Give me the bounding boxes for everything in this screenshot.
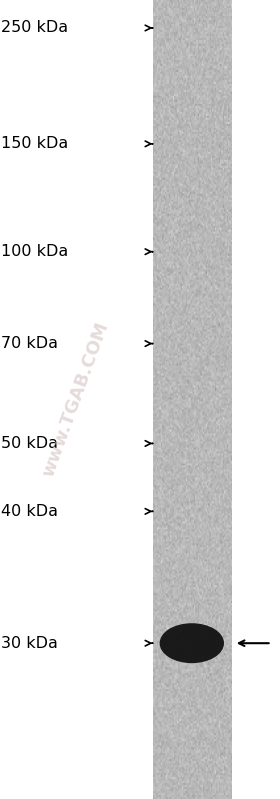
Text: 150 kDa: 150 kDa xyxy=(1,137,69,151)
Text: 50 kDa: 50 kDa xyxy=(1,436,59,451)
Text: 30 kDa: 30 kDa xyxy=(1,636,58,650)
Text: 250 kDa: 250 kDa xyxy=(1,21,69,35)
Text: 40 kDa: 40 kDa xyxy=(1,504,59,519)
Text: 100 kDa: 100 kDa xyxy=(1,244,69,259)
Text: 70 kDa: 70 kDa xyxy=(1,336,59,351)
Text: www.TGAB.COM: www.TGAB.COM xyxy=(39,320,112,479)
Ellipse shape xyxy=(160,623,224,663)
